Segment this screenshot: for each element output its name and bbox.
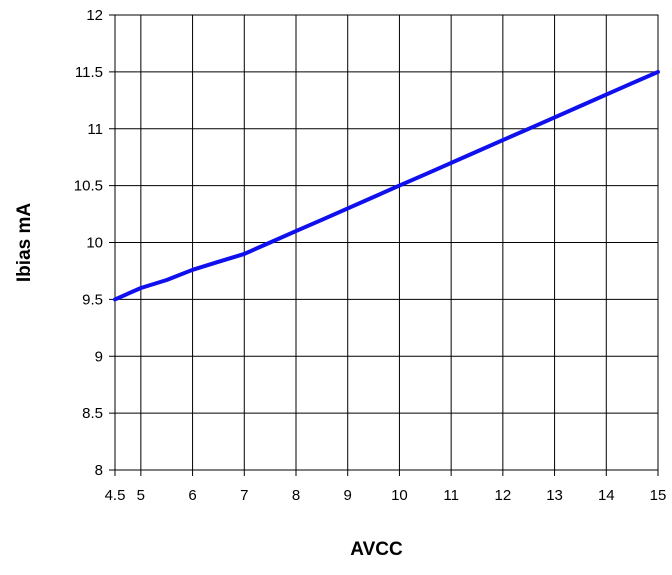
y-tick-label: 11: [87, 121, 103, 138]
x-axis-ticks: 4.5 5 6 7 8 9 10 11 12 13 14 15: [105, 470, 667, 504]
x-tick-label: 14: [598, 487, 615, 504]
y-tick-label: 10.5: [74, 178, 103, 195]
x-tick-label: 6: [188, 487, 196, 504]
x-tick-label: 9: [344, 487, 352, 504]
series-line: [113, 69, 660, 302]
x-tick-label: 13: [546, 487, 563, 504]
y-tick-label: 9: [95, 348, 103, 365]
x-tick-label: 8: [292, 487, 300, 504]
y-axis-ticks: 8 8.5 9 9.5 10 10.5 11 11.5 12: [74, 7, 115, 479]
grid: [114, 14, 659, 471]
y-tick-label: 8: [95, 462, 103, 479]
y-tick-label: 10: [86, 235, 103, 252]
x-tick-label: 11: [443, 487, 459, 504]
y-tick-label: 8.5: [82, 405, 103, 422]
series-layer: [113, 69, 660, 302]
x-tick-label: 7: [240, 487, 248, 504]
x-axis-label: AVCC: [350, 539, 403, 560]
x-tick-label: 12: [495, 487, 512, 504]
x-tick-label: 5: [137, 487, 145, 504]
y-tick-label: 12: [86, 7, 103, 24]
x-tick-label: 4.5: [105, 487, 126, 504]
y-tick-label: 11.5: [75, 64, 103, 81]
x-tick-label: 10: [391, 487, 408, 504]
x-tick-label: 15: [650, 487, 667, 504]
y-tick-label: 9.5: [82, 291, 103, 308]
y-axis-label: Ibias mA: [14, 203, 35, 282]
